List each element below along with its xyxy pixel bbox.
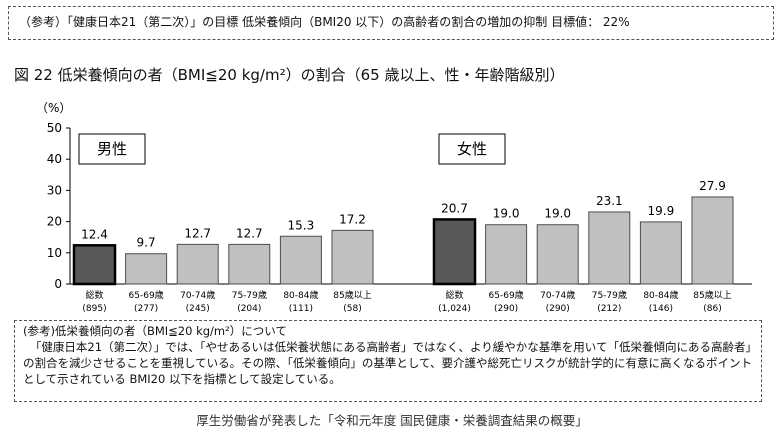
bar-value-label: 20.7 bbox=[441, 201, 468, 215]
bar-value-label: 15.3 bbox=[288, 218, 315, 232]
bar bbox=[72, 244, 117, 286]
y-tick-label: 30 bbox=[47, 183, 62, 197]
bar-value-label: 19.9 bbox=[648, 204, 675, 218]
bar bbox=[588, 211, 631, 285]
bar bbox=[331, 229, 374, 285]
bar-value-label: 19.0 bbox=[493, 207, 520, 221]
y-axis-unit: （%） bbox=[36, 101, 71, 115]
sample-size-label: (58) bbox=[343, 304, 361, 314]
y-tick-label: 10 bbox=[47, 246, 62, 260]
bar bbox=[536, 224, 579, 285]
bar bbox=[125, 253, 168, 285]
panel-label: 女性 bbox=[457, 140, 487, 158]
sample-size-label: (86) bbox=[703, 304, 721, 314]
category-label: 80-84歳 bbox=[283, 289, 318, 301]
sample-size-label: (245) bbox=[186, 304, 210, 314]
bar bbox=[485, 224, 528, 285]
bar-value-label: 12.4 bbox=[81, 227, 108, 241]
panel-label: 男性 bbox=[97, 140, 127, 158]
sample-size-label: (895) bbox=[82, 304, 106, 314]
category-label: 80-84歳 bbox=[643, 289, 678, 301]
y-tick-label: 40 bbox=[47, 152, 62, 166]
definition-note: (参考)低栄養傾向の者（BMI≦20 kg/m²）について 「健康日本21（第二… bbox=[14, 320, 762, 402]
category-label: 総数 bbox=[445, 289, 463, 301]
panel-label-box bbox=[438, 133, 506, 165]
bar-value-label: 23.1 bbox=[596, 194, 623, 208]
bar bbox=[691, 196, 734, 285]
category-label: 65-69歳 bbox=[129, 289, 164, 301]
category-label: 85歳以上 bbox=[333, 289, 371, 301]
sample-size-label: (111) bbox=[289, 304, 313, 314]
bar-value-label: 12.7 bbox=[184, 226, 211, 240]
bar-value-label: 19.0 bbox=[544, 207, 571, 221]
y-tick-label: 20 bbox=[47, 215, 62, 229]
category-label: 75-79歳 bbox=[592, 289, 627, 301]
source-caption: 厚生労働省が発表した「令和元年度 国民健康・栄養調査結果の概要」 bbox=[196, 413, 588, 428]
figure-title: 図 22 低栄養傾向の者（BMI≦20 kg/m²）の割合（65 歳以上、性・年… bbox=[14, 66, 565, 84]
panel-label-box bbox=[78, 133, 146, 165]
bar bbox=[432, 218, 477, 286]
bar-value-label: 12.7 bbox=[236, 226, 263, 240]
y-tick-label: 0 bbox=[54, 277, 62, 291]
bar bbox=[639, 221, 682, 285]
category-label: 85歳以上 bbox=[693, 289, 731, 301]
category-label: 総数 bbox=[85, 289, 103, 301]
bar bbox=[228, 243, 271, 285]
bar bbox=[279, 235, 322, 285]
category-label: 65-69歳 bbox=[489, 289, 524, 301]
category-label: 70-74歳 bbox=[540, 289, 575, 301]
definition-heading: (参考)低栄養傾向の者（BMI≦20 kg/m²）について bbox=[23, 324, 287, 338]
bar-chart: 0 10 20 30 40 50 （%） 男性 12.4 総数 (895) 9.7 65-69歳 (277… bbox=[36, 101, 752, 314]
category-label: 70-74歳 bbox=[180, 289, 215, 301]
bar bbox=[176, 243, 219, 285]
sample-size-label: (277) bbox=[134, 304, 158, 314]
bar-value-label: 9.7 bbox=[137, 236, 156, 250]
y-tick-label: 50 bbox=[47, 121, 62, 135]
target-note: （参考）「健康日本21（第二次）」の目標 低栄養傾向（BMI20 以下）の高齢者… bbox=[8, 6, 774, 40]
category-label: 75-79歳 bbox=[232, 289, 267, 301]
sample-size-label: (146) bbox=[649, 304, 673, 314]
bar-value-label: 27.9 bbox=[699, 179, 726, 193]
sample-size-label: (1,024) bbox=[438, 304, 471, 314]
sample-size-label: (212) bbox=[597, 304, 621, 314]
sample-size-label: (290) bbox=[546, 304, 570, 314]
sample-size-label: (204) bbox=[237, 304, 261, 314]
sample-size-label: (290) bbox=[494, 304, 518, 314]
bar-value-label: 17.2 bbox=[339, 212, 366, 226]
definition-body: 「健康日本21（第二次）」では、「やせあるいは低栄養状態にある高齢者」ではなく、… bbox=[23, 340, 752, 386]
